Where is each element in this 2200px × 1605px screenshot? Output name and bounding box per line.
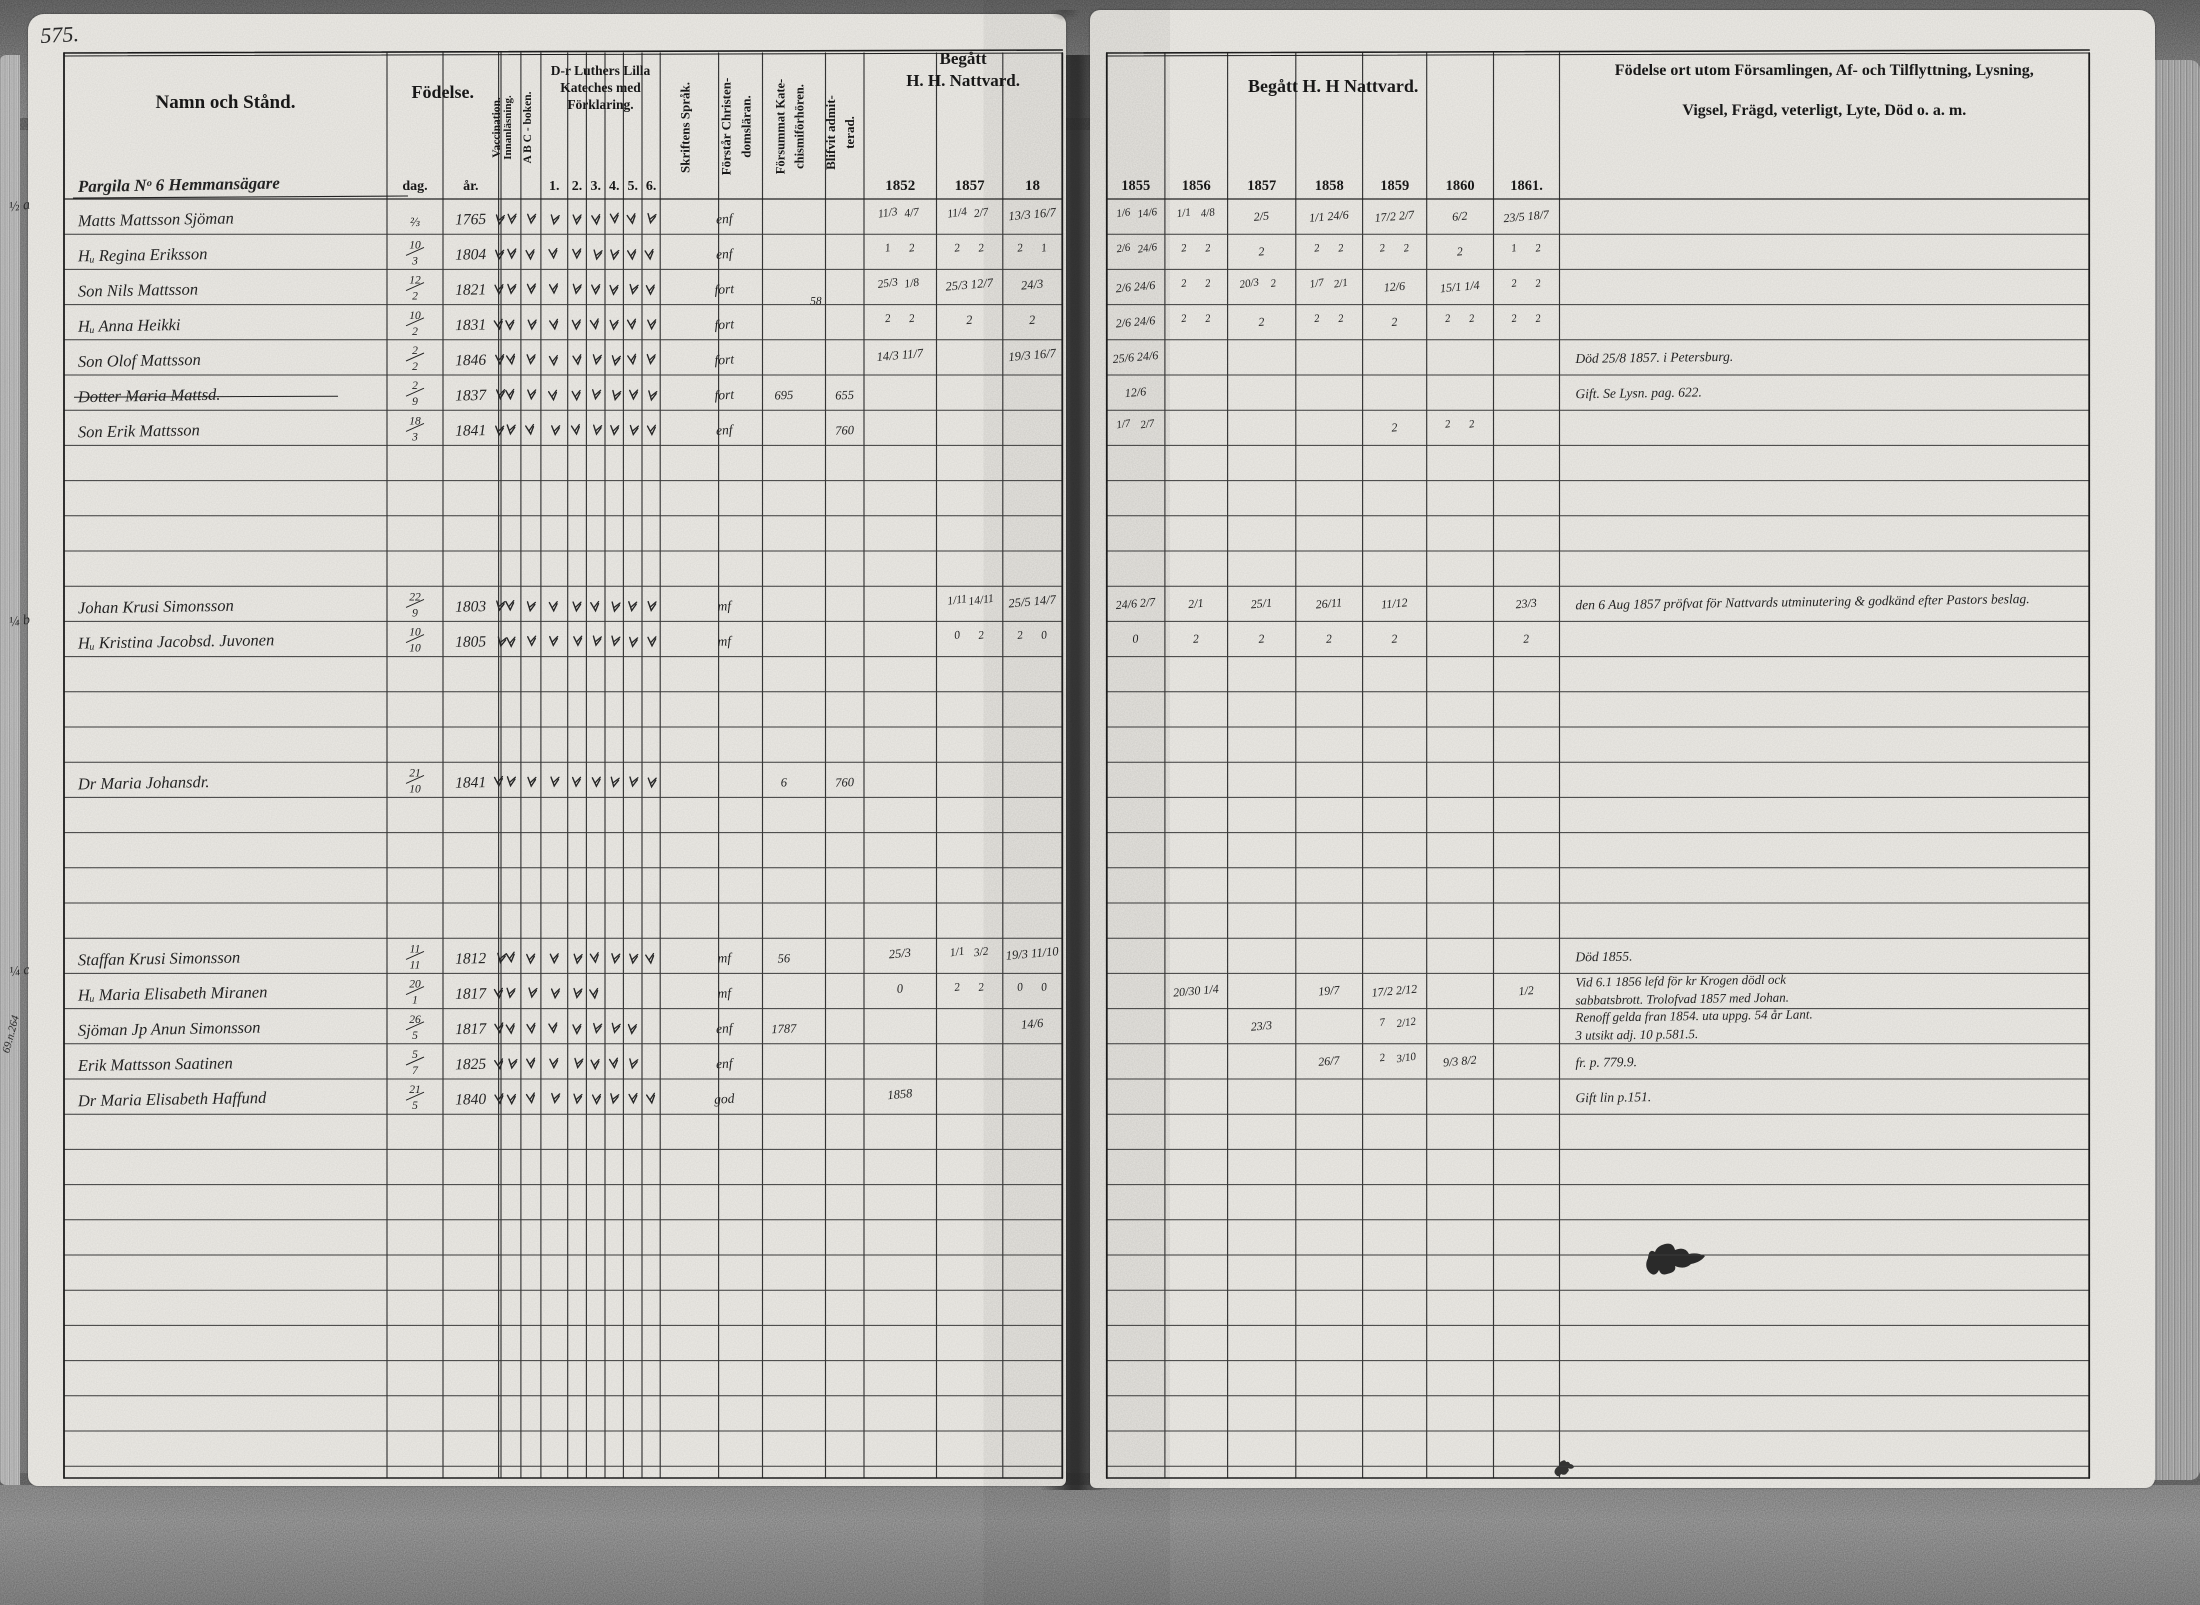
svg-text:1860: 1860 <box>1446 178 1475 194</box>
svg-text:1857: 1857 <box>1247 178 1276 194</box>
svg-text:1855: 1855 <box>1121 178 1150 194</box>
svg-text:Begått H. H Nattvard.: Begått H. H Nattvard. <box>1248 76 1418 96</box>
svg-text:Vigsel, Frägd, veterligt, Lyte: Vigsel, Frägd, veterligt, Lyte, Död o. a… <box>1682 102 1966 119</box>
svg-text:1861.: 1861. <box>1510 178 1543 194</box>
svg-text:Födelse ort utom Församlingen,: Födelse ort utom Församlingen, Af- och T… <box>1615 62 2034 79</box>
svg-text:1858: 1858 <box>1315 178 1344 194</box>
svg-text:1859: 1859 <box>1380 178 1409 194</box>
svg-text:1856: 1856 <box>1182 178 1211 194</box>
